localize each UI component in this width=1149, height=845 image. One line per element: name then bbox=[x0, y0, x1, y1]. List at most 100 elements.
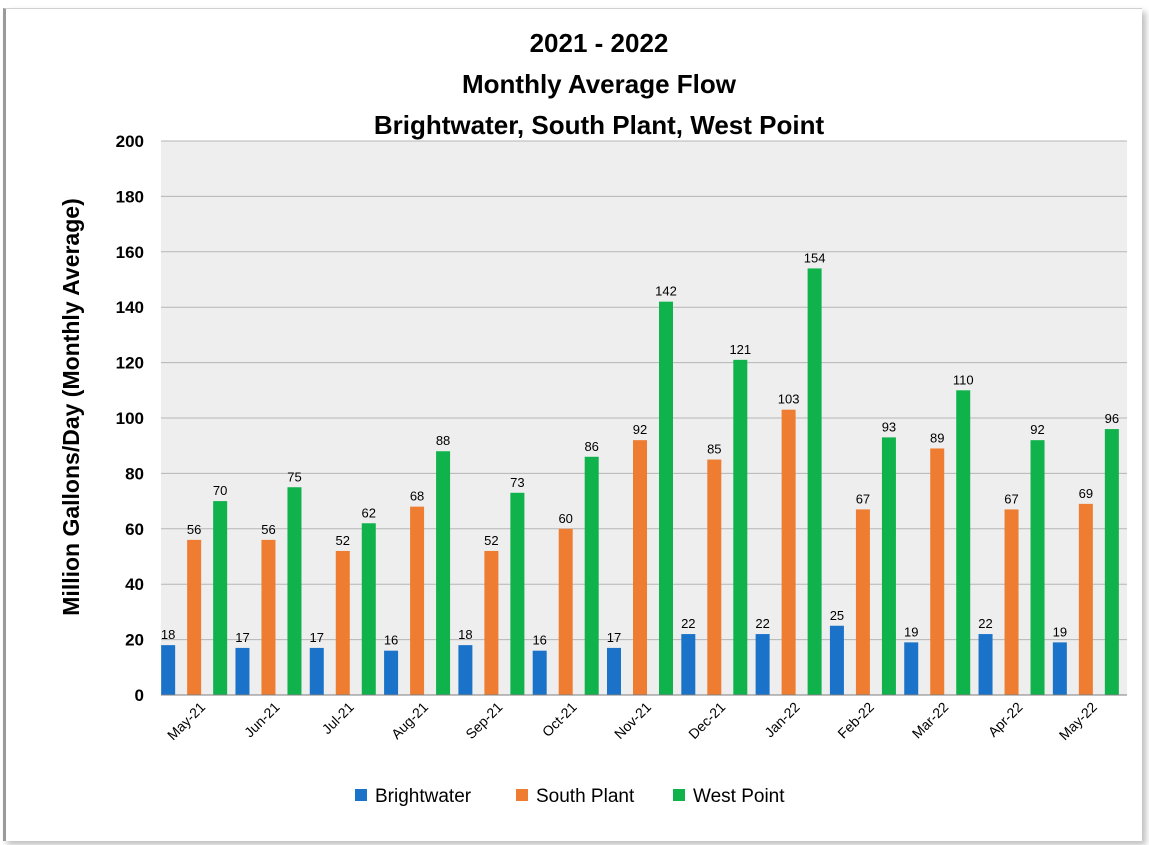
data-label: 92 bbox=[1030, 422, 1044, 437]
bar-west-point bbox=[510, 492, 525, 695]
bar-west-point bbox=[584, 456, 599, 695]
chart-title: 2021 - 2022 Monthly Average Flow Brightw… bbox=[374, 28, 825, 140]
data-label: 19 bbox=[904, 624, 918, 639]
bars bbox=[161, 268, 1119, 695]
data-label: 67 bbox=[1004, 491, 1018, 506]
bar-brightwater bbox=[755, 634, 770, 695]
x-tick-label: Aug-21 bbox=[388, 699, 431, 742]
bar-brightwater bbox=[235, 647, 250, 695]
bar-brightwater bbox=[532, 650, 547, 695]
y-tick-label: 160 bbox=[116, 243, 144, 262]
data-label: 70 bbox=[213, 483, 227, 498]
data-label: 88 bbox=[436, 433, 450, 448]
x-tick-label: Jul-21 bbox=[319, 699, 357, 737]
bar-brightwater bbox=[829, 625, 844, 695]
bar-west-point bbox=[287, 487, 302, 695]
data-label: 85 bbox=[707, 442, 721, 457]
x-axis-ticks: May-21 Jun-21 Jul-21 Aug-21 Sep-21 Oct-21 Nov-… bbox=[164, 699, 1100, 743]
bar-south-plant bbox=[335, 550, 350, 695]
y-tick-label: 0 bbox=[135, 686, 144, 705]
y-tick-label: 120 bbox=[116, 354, 144, 373]
y-tick-label: 180 bbox=[116, 187, 144, 206]
bar-south-plant bbox=[484, 550, 499, 695]
data-label: 52 bbox=[484, 533, 498, 548]
bar-south-plant bbox=[855, 509, 870, 695]
data-label: 92 bbox=[633, 422, 647, 437]
data-label: 16 bbox=[384, 633, 398, 648]
data-label: 86 bbox=[584, 439, 598, 454]
x-tick-label: Apr-22 bbox=[985, 699, 1026, 740]
bar-brightwater bbox=[161, 645, 176, 695]
data-label: 18 bbox=[458, 627, 472, 642]
legend: Brightwater South Plant West Point bbox=[355, 786, 785, 807]
chart-frame: 2021 - 2022 Monthly Average Flow Brightw… bbox=[3, 8, 1142, 841]
y-tick-label: 60 bbox=[125, 520, 144, 539]
bar-west-point bbox=[1104, 429, 1119, 695]
data-label: 56 bbox=[261, 522, 275, 537]
y-tick-label: 80 bbox=[125, 464, 144, 483]
data-label: 17 bbox=[235, 630, 249, 645]
y-tick-label: 200 bbox=[116, 132, 144, 151]
x-tick-label: Oct-21 bbox=[539, 699, 580, 740]
data-label: 60 bbox=[558, 511, 572, 526]
bar-west-point bbox=[733, 359, 748, 695]
bar-west-point bbox=[807, 268, 822, 695]
y-tick-label: 140 bbox=[116, 298, 144, 317]
y-axis-ticks: 0 20 40 60 80 100 120 140 160 180 200 bbox=[116, 132, 144, 705]
bar-south-plant bbox=[1078, 503, 1093, 695]
data-label: 17 bbox=[310, 630, 324, 645]
bar-west-point bbox=[659, 301, 673, 695]
bar-south-plant bbox=[410, 506, 425, 695]
data-label: 110 bbox=[953, 372, 974, 387]
data-label: 75 bbox=[287, 469, 301, 484]
legend-item-brightwater: Brightwater bbox=[355, 786, 472, 807]
title-line-1: 2021 - 2022 bbox=[530, 28, 669, 58]
bar-west-point bbox=[213, 501, 228, 695]
data-label: 73 bbox=[510, 475, 524, 490]
y-tick-label: 40 bbox=[125, 575, 144, 594]
bar-chart: 2021 - 2022 Monthly Average Flow Brightw… bbox=[58, 28, 1127, 807]
data-label: 103 bbox=[778, 392, 800, 407]
data-label: 16 bbox=[532, 633, 546, 648]
legend-item-south-plant: South Plant bbox=[516, 786, 635, 807]
title-line-3: Brightwater, South Plant, West Point bbox=[374, 110, 825, 140]
data-labels: 18 56 70 17 56 75 17 52 62 16 68 88 18 52 73 16 60 86 17 92… bbox=[161, 250, 1119, 647]
bar-west-point bbox=[436, 451, 451, 695]
legend-swatch bbox=[673, 789, 685, 801]
data-label: 56 bbox=[187, 522, 201, 537]
bar-west-point bbox=[361, 523, 376, 695]
bar-west-point bbox=[1030, 440, 1045, 695]
data-label: 154 bbox=[804, 250, 826, 265]
y-axis-label: Million Gallons/Day (Monthly Average) bbox=[58, 198, 84, 615]
bar-west-point bbox=[881, 437, 896, 695]
bar-south-plant bbox=[633, 440, 647, 695]
bar-south-plant bbox=[707, 459, 722, 695]
title-line-2: Monthly Average Flow bbox=[462, 69, 737, 99]
x-tick-label: Nov-21 bbox=[611, 699, 654, 742]
x-tick-label: Jun-21 bbox=[241, 699, 283, 741]
bar-brightwater bbox=[384, 650, 399, 695]
data-label: 62 bbox=[362, 505, 376, 520]
data-label: 22 bbox=[978, 616, 992, 631]
data-label: 22 bbox=[755, 616, 769, 631]
data-label: 69 bbox=[1079, 486, 1093, 501]
bar-brightwater bbox=[607, 647, 621, 695]
bar-brightwater bbox=[309, 647, 324, 695]
x-tick-label: Feb-22 bbox=[834, 699, 877, 742]
bar-south-plant bbox=[187, 539, 202, 695]
legend-swatch bbox=[516, 789, 528, 801]
x-tick-label: Mar-22 bbox=[909, 699, 952, 742]
bar-brightwater bbox=[681, 634, 696, 695]
bar-brightwater bbox=[1052, 642, 1067, 695]
data-label: 67 bbox=[856, 491, 870, 506]
bar-brightwater bbox=[978, 634, 993, 695]
bar-south-plant bbox=[1004, 509, 1019, 695]
data-label: 25 bbox=[830, 608, 844, 623]
legend-label: West Point bbox=[693, 786, 785, 807]
legend-label: South Plant bbox=[536, 786, 635, 807]
data-label: 19 bbox=[1053, 624, 1067, 639]
data-label: 22 bbox=[681, 616, 695, 631]
legend-swatch bbox=[355, 789, 367, 801]
data-label: 52 bbox=[336, 533, 350, 548]
data-label: 121 bbox=[729, 342, 751, 357]
